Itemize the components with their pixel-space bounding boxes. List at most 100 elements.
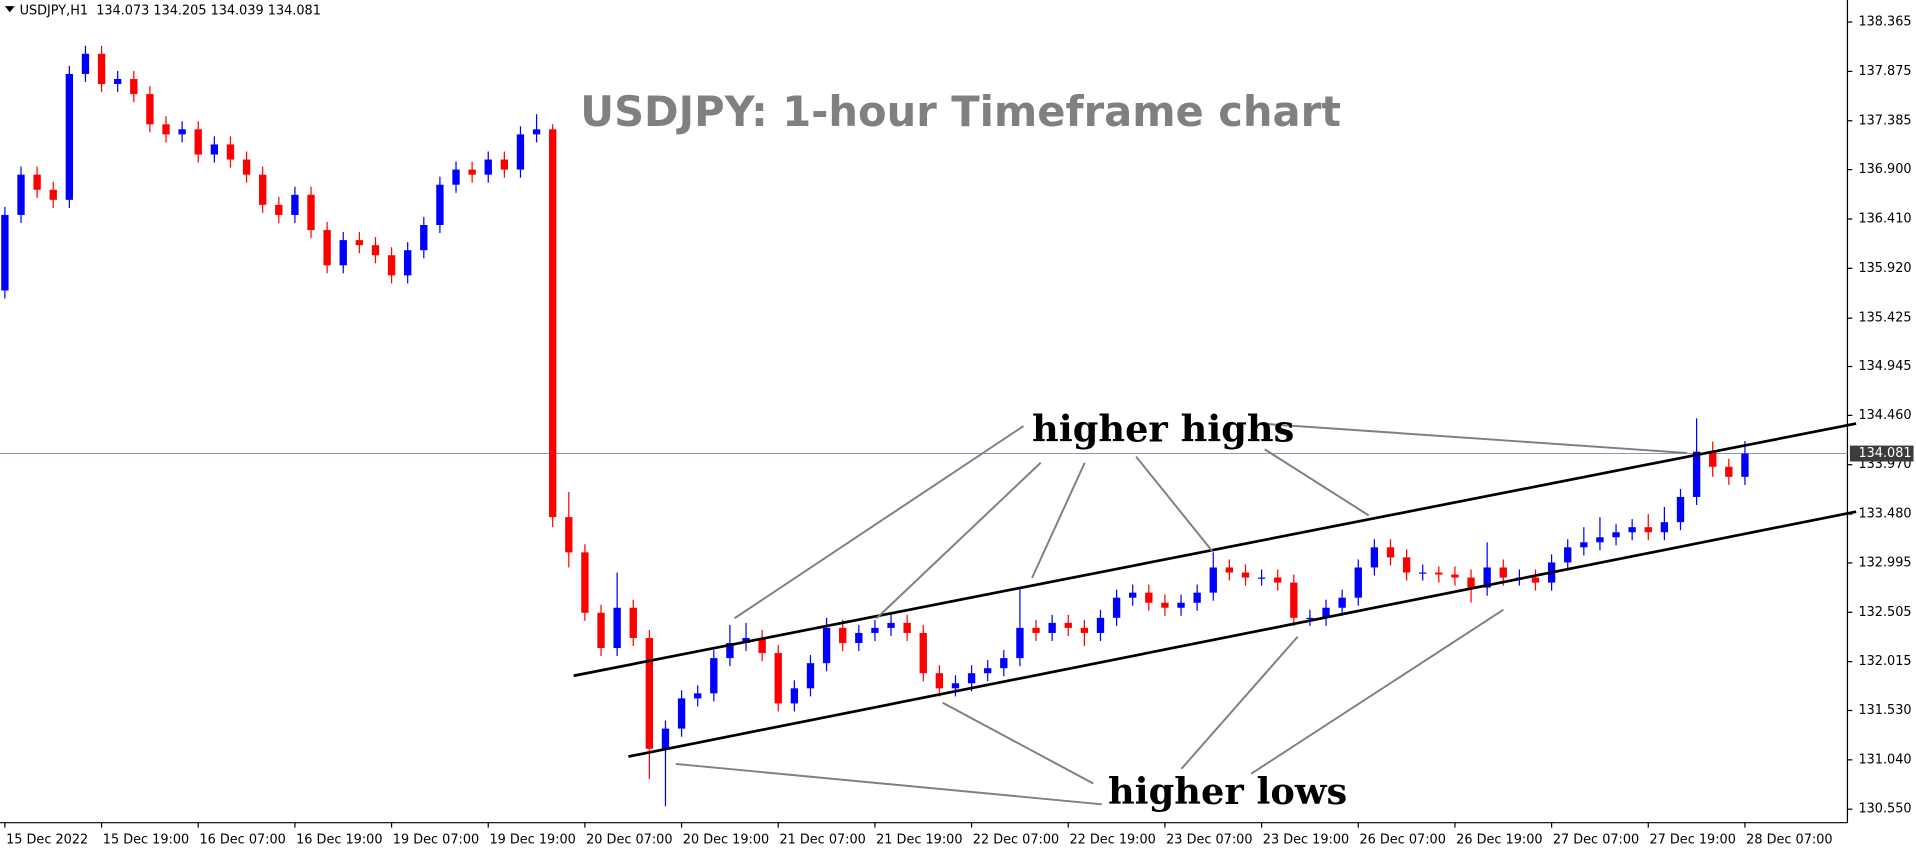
candle-body — [65, 73, 74, 200]
pointer-line — [675, 762, 1102, 806]
candle-body — [452, 169, 460, 185]
x-tick-label: 16 Dec 07:00 — [199, 832, 285, 847]
y-tick-label: 131.530 — [1858, 703, 1911, 718]
candle-body — [1016, 627, 1024, 659]
candle-body — [130, 78, 138, 95]
last-price-label: 134.081 — [1858, 446, 1911, 461]
candle-body — [597, 612, 605, 649]
candle-body — [1676, 496, 1685, 523]
pointer-line — [875, 462, 1042, 619]
candle-body — [1386, 547, 1395, 558]
x-tick-label: 20 Dec 07:00 — [586, 832, 672, 847]
pointer-line — [1031, 462, 1086, 579]
y-tick-label: 135.425 — [1858, 311, 1911, 326]
y-tick-label: 136.410 — [1858, 211, 1911, 226]
candle-body — [855, 632, 863, 644]
candle-body — [532, 129, 541, 135]
pointer-line — [1264, 448, 1370, 517]
candle-body — [275, 204, 283, 215]
candle-body — [1290, 582, 1298, 618]
menu-arrow — [4, 6, 15, 13]
candle-body — [887, 622, 895, 628]
candle-body — [1499, 567, 1507, 578]
y-tick-label: 137.875 — [1858, 64, 1911, 79]
candle-body — [516, 134, 525, 170]
y-tick-label: 134.460 — [1858, 408, 1911, 423]
candle-body — [710, 658, 718, 694]
pointer-line — [942, 701, 1094, 785]
x-tick-label: 21 Dec 19:00 — [876, 832, 962, 847]
x-tick-label: 19 Dec 19:00 — [489, 832, 575, 847]
candle-body — [1483, 567, 1491, 588]
candle-body — [903, 622, 911, 633]
candle-body — [114, 78, 122, 85]
candle-body — [1725, 466, 1733, 477]
trendline — [573, 422, 1857, 678]
symbol-info: USDJPY,H1 134.073 134.205 134.039 134.08… — [20, 4, 321, 19]
trendline — [628, 510, 1857, 758]
candle-body — [726, 643, 734, 659]
x-tick-label: 21 Dec 07:00 — [779, 832, 865, 847]
y-tick-label: 133.480 — [1858, 507, 1911, 522]
x-tick-label: 22 Dec 19:00 — [1069, 832, 1155, 847]
x-tick-label: 27 Dec 19:00 — [1649, 832, 1735, 847]
x-tick-label: 20 Dec 19:00 — [683, 832, 769, 847]
candle-body — [210, 144, 219, 155]
candle-body — [549, 129, 557, 518]
candle-body — [951, 683, 960, 689]
y-tick-label: 132.015 — [1858, 654, 1911, 669]
candle-body — [1096, 617, 1105, 633]
candle-body — [1193, 592, 1201, 603]
candle-body — [1354, 567, 1362, 598]
candle-body — [371, 245, 380, 256]
candle-body — [420, 225, 428, 251]
candle-body — [1612, 532, 1620, 538]
candle-body — [1161, 602, 1169, 608]
candle-body — [259, 174, 267, 205]
y-tick-label: 134.945 — [1858, 359, 1911, 374]
y-tick-label: 132.505 — [1858, 605, 1911, 620]
candle-body — [613, 607, 621, 649]
candle-body — [1145, 592, 1153, 603]
candle-body — [1419, 572, 1427, 574]
candle-body — [146, 94, 154, 125]
candle-body — [806, 663, 815, 689]
chart-title: USDJPY: 1-hour Timeframe chart — [580, 87, 1341, 136]
x-tick-label: 27 Dec 07:00 — [1553, 832, 1639, 847]
pointer-line — [1250, 608, 1504, 775]
x-tick-label: 15 Dec 2022 — [6, 832, 88, 847]
candle-body — [1064, 622, 1072, 628]
y-tick-label: 130.550 — [1858, 802, 1911, 817]
candle-body — [984, 668, 992, 674]
candle-body — [81, 53, 90, 74]
candle-body — [97, 53, 106, 85]
candle-body — [242, 159, 251, 175]
candle-body — [774, 653, 782, 704]
candle-body — [1692, 451, 1701, 497]
candle-body — [33, 174, 41, 190]
candle-body — [1451, 574, 1459, 578]
candle-body — [1531, 577, 1540, 583]
candle-body — [1596, 537, 1604, 543]
candle-body — [1000, 658, 1008, 669]
candle-body — [1467, 577, 1475, 588]
candle-body — [1080, 627, 1089, 633]
x-tick-label: 26 Dec 07:00 — [1359, 832, 1445, 847]
candle-body — [935, 673, 944, 689]
pointer-line — [734, 425, 1025, 620]
candle-body — [49, 189, 57, 200]
candle-body — [581, 552, 589, 613]
candle-body — [1129, 592, 1137, 598]
candle-body — [1709, 451, 1717, 467]
candle-body — [1644, 527, 1652, 533]
pointer-line — [1260, 422, 1688, 454]
candle-body — [1257, 577, 1266, 579]
candle-body — [758, 637, 766, 654]
candle-body — [1435, 572, 1443, 575]
x-tick-label: 23 Dec 19:00 — [1263, 832, 1349, 847]
candle-body — [661, 728, 670, 749]
candle-body — [1338, 597, 1346, 608]
candle-body — [1112, 597, 1121, 618]
candle-body — [677, 698, 686, 729]
candle-body — [323, 230, 331, 266]
